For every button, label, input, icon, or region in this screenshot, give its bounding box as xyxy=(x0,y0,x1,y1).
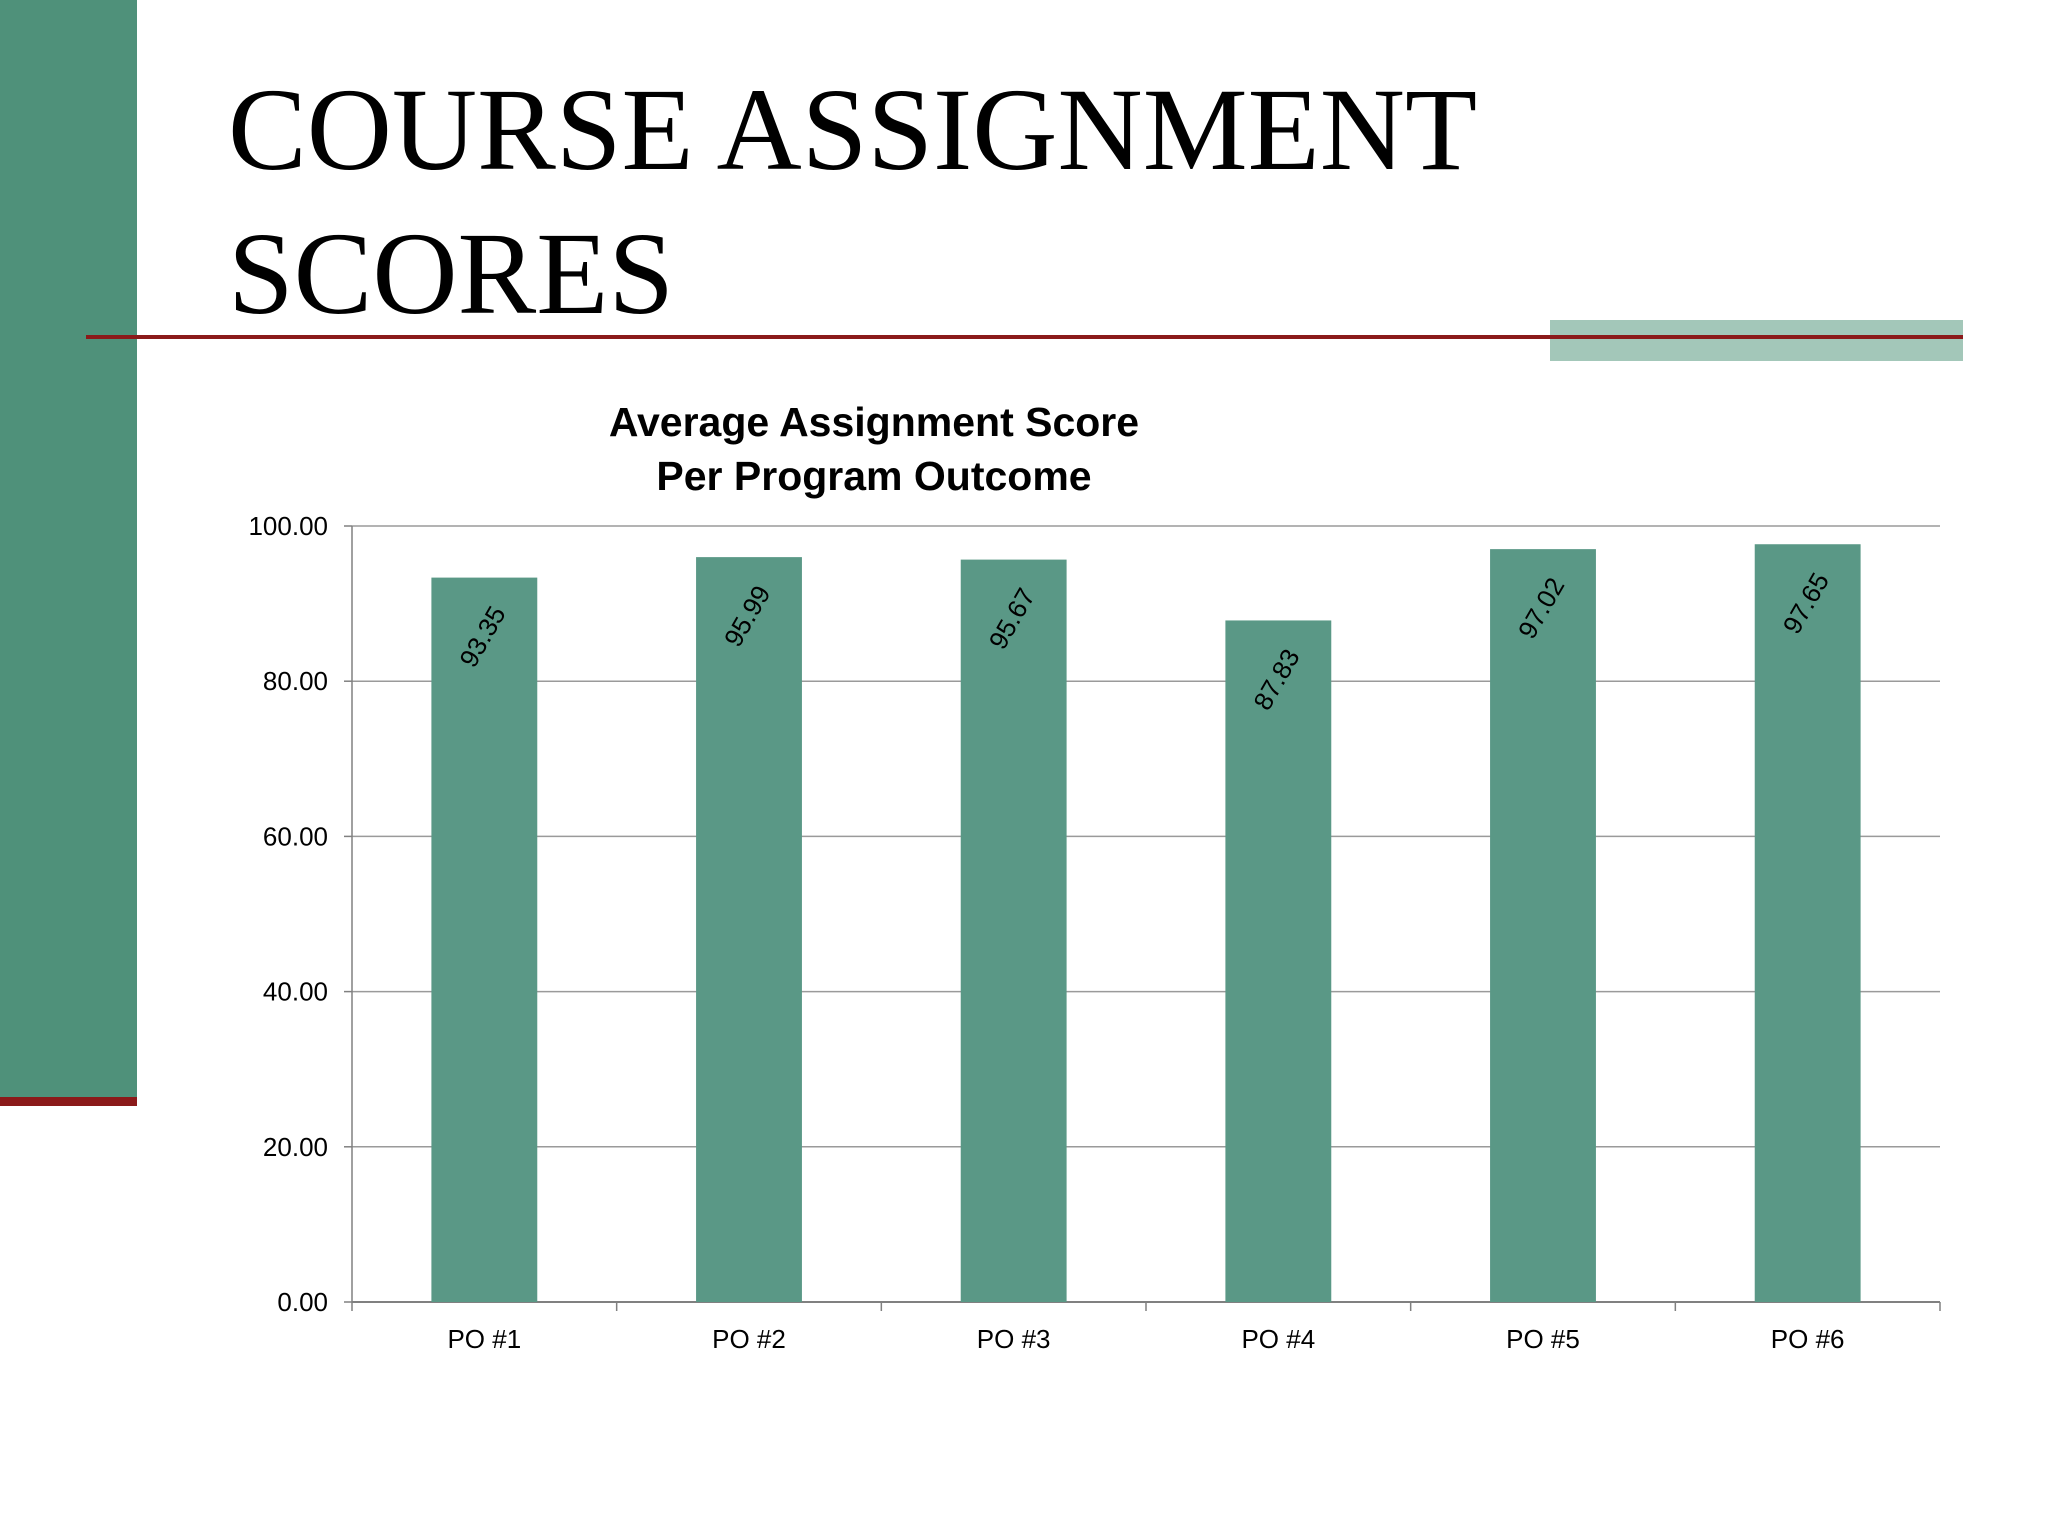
side-accent-bar xyxy=(0,0,137,1097)
slide-title: COURSE ASSIGNMENT SCORES xyxy=(228,64,1475,339)
y-tick-label: 80.00 xyxy=(263,666,328,696)
bar-2 xyxy=(696,557,802,1302)
bar-3 xyxy=(960,559,1067,1302)
y-tick-label: 60.00 xyxy=(263,821,328,851)
bar-1 xyxy=(431,577,538,1302)
chart-title: Average Assignment Score Per Program Out… xyxy=(474,395,1274,503)
title-divider-rule xyxy=(86,335,1963,339)
chart-title-line-2: Per Program Outcome xyxy=(656,453,1092,499)
y-tick-label: 20.00 xyxy=(263,1132,328,1162)
x-tick-label: PO #3 xyxy=(977,1324,1051,1354)
x-tick-label: PO #4 xyxy=(1241,1324,1315,1354)
side-accent-red-stripe xyxy=(0,1097,137,1106)
title-accent-block xyxy=(1550,320,1963,361)
x-tick-label: PO #5 xyxy=(1506,1324,1580,1354)
chart-title-line-1: Average Assignment Score xyxy=(608,399,1140,445)
y-tick-label: 40.00 xyxy=(263,977,328,1007)
x-tick-label: PO #6 xyxy=(1771,1324,1845,1354)
x-tick-label: PO #1 xyxy=(447,1324,521,1354)
x-tick-label: PO #2 xyxy=(712,1324,786,1354)
y-tick-label: 100.00 xyxy=(248,511,328,541)
bar-6 xyxy=(1754,544,1861,1302)
bar-5 xyxy=(1490,549,1596,1302)
bar-4 xyxy=(1225,620,1332,1302)
y-tick-label: 0.00 xyxy=(277,1287,328,1317)
